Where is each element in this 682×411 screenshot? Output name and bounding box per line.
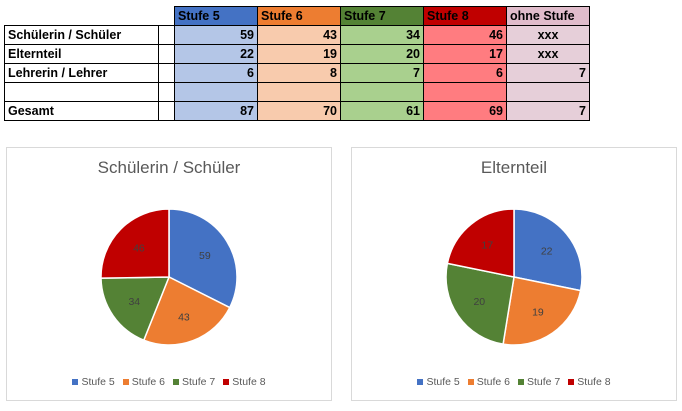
legend-label: Stufe 5	[81, 376, 115, 388]
header-blank-cell	[5, 7, 159, 26]
cell-stufe-5[interactable]: 22	[174, 44, 258, 64]
cell-ohne-stufe[interactable]	[506, 82, 590, 102]
legend-swatch	[173, 379, 179, 386]
pie-slice-stufe-8[interactable]	[100, 208, 170, 279]
pie-slice-stufe-8[interactable]	[446, 208, 515, 278]
pie-chart-canvas: 59 43 34 46	[100, 208, 238, 346]
data-table: Stufe 5 Stufe 6 Stufe 7 Stufe 8 ohne Stu…	[4, 6, 590, 121]
legend-swatch	[467, 379, 474, 386]
pie-slice-stufe-7[interactable]	[100, 276, 171, 342]
legend-label: Stufe 7	[182, 376, 216, 388]
legend-label: Stufe 7	[527, 376, 561, 388]
legend-swatch	[122, 379, 129, 386]
gap-cell[interactable]	[158, 44, 175, 64]
row-label[interactable]: Lehrerin / Lehrer	[4, 63, 159, 83]
cell-stufe-8[interactable]: 46	[423, 25, 507, 45]
data-label: 59	[199, 250, 211, 262]
header-stufe-8[interactable]: Stufe 8	[423, 6, 507, 26]
cell-stufe-5[interactable]: 87	[174, 101, 258, 121]
legend-swatch	[223, 379, 230, 386]
data-label: 17	[481, 239, 493, 251]
cell-stufe-8[interactable]: 69	[423, 101, 507, 121]
cell-stufe-7[interactable]	[340, 82, 424, 102]
pie-slice-stufe-7[interactable]	[445, 262, 515, 345]
cell-stufe-7[interactable]: 34	[340, 25, 424, 45]
cell-stufe-6[interactable]	[257, 82, 341, 102]
row-label[interactable]	[4, 82, 159, 102]
legend-entry[interactable]: Stufe 6	[467, 376, 510, 388]
data-label: 46	[133, 242, 145, 254]
data-label: 19	[532, 307, 544, 319]
row-label[interactable]: Schülerin / Schüler	[4, 25, 159, 45]
header-stufe-7[interactable]: Stufe 7	[340, 6, 424, 26]
pie-slice-stufe-6[interactable]	[502, 276, 582, 346]
data-label: 22	[541, 245, 553, 257]
cell-ohne-stufe[interactable]: xxx	[506, 44, 590, 64]
cell-stufe-7[interactable]: 7	[340, 63, 424, 83]
gap-cell[interactable]	[158, 63, 175, 83]
cell-stufe-6[interactable]: 19	[257, 44, 341, 64]
cell-stufe-5[interactable]: 6	[174, 63, 258, 83]
table-row-total: Gesamt 87 70 61 69 7	[4, 101, 590, 121]
data-label: 43	[178, 311, 190, 323]
pie-slice-stufe-5[interactable]	[168, 208, 238, 309]
table-row: Schülerin / Schüler 59 43 34 46 xxx	[4, 25, 590, 45]
legend-entry[interactable]: Stufe 8	[223, 376, 266, 388]
legend-entry[interactable]: Stufe 8	[568, 376, 611, 388]
header-stufe-6[interactable]: Stufe 6	[257, 6, 341, 26]
chart-title: Schülerin / Schüler	[97, 158, 241, 177]
pie-chart-canvas: 22 19 20 17	[445, 208, 583, 346]
legend-swatch	[518, 379, 524, 386]
data-label: 20	[473, 296, 485, 308]
chart-title: Elternteil	[480, 158, 548, 177]
table-row: Elternteil 22 19 20 17 xxx	[4, 44, 590, 64]
cell-stufe-5[interactable]	[174, 82, 258, 102]
legend-label: Stufe 8	[232, 376, 266, 388]
chart-legend: Stufe 5 Stufe 6 Stufe 7 Stufe 8	[7, 376, 331, 388]
legend-swatch	[72, 379, 79, 386]
cell-stufe-8[interactable]: 6	[423, 63, 507, 83]
table-row: Lehrerin / Lehrer 6 8 7 6 7	[4, 63, 590, 83]
chart-legend: Stufe 5 Stufe 6 Stufe 7 Stufe 8	[352, 376, 676, 388]
header-stufe-5[interactable]: Stufe 5	[174, 6, 258, 26]
table-header-row: Stufe 5 Stufe 6 Stufe 7 Stufe 8 ohne Stu…	[5, 6, 590, 26]
pie-slice-stufe-6[interactable]	[142, 275, 231, 346]
gap-cell[interactable]	[158, 82, 175, 102]
legend-entry[interactable]: Stufe 7	[518, 376, 560, 388]
table-row	[4, 82, 590, 102]
legend-label: Stufe 5	[426, 376, 460, 388]
row-label[interactable]: Elternteil	[4, 44, 159, 64]
cell-stufe-5[interactable]: 59	[174, 25, 258, 45]
legend-entry[interactable]: Stufe 5	[72, 376, 115, 388]
header-gap-cell	[159, 7, 175, 26]
pie-chart-schueler[interactable]: Schülerin / Schüler 59 43 34 46 Stufe 5 Stuf…	[6, 147, 332, 401]
cell-stufe-6[interactable]: 8	[257, 63, 341, 83]
cell-stufe-7[interactable]: 61	[340, 101, 424, 121]
gap-cell[interactable]	[158, 101, 175, 121]
legend-label: Stufe 8	[577, 376, 611, 388]
header-ohne-stufe[interactable]: ohne Stufe	[506, 6, 590, 26]
gap-cell[interactable]	[158, 25, 175, 45]
pie-chart-elternteil[interactable]: Elternteil 22 19 20 17 Stufe 5 Stufe 6 Stufe …	[351, 147, 677, 401]
data-label: 34	[128, 296, 140, 308]
row-label[interactable]: Gesamt	[4, 101, 159, 121]
cell-ohne-stufe[interactable]: xxx	[506, 25, 590, 45]
legend-label: Stufe 6	[476, 376, 510, 388]
cell-stufe-8[interactable]	[423, 82, 507, 102]
legend-entry[interactable]: Stufe 6	[122, 376, 165, 388]
cell-ohne-stufe[interactable]: 7	[506, 63, 590, 83]
pie-slice-stufe-5[interactable]	[513, 208, 583, 292]
legend-entry[interactable]: Stufe 5	[417, 376, 460, 388]
legend-swatch	[417, 379, 424, 386]
cell-stufe-6[interactable]: 70	[257, 101, 341, 121]
cell-stufe-8[interactable]: 17	[423, 44, 507, 64]
cell-stufe-7[interactable]: 20	[340, 44, 424, 64]
legend-label: Stufe 6	[131, 376, 165, 388]
cell-ohne-stufe[interactable]: 7	[506, 101, 590, 121]
cell-stufe-6[interactable]: 43	[257, 25, 341, 45]
legend-entry[interactable]: Stufe 7	[173, 376, 215, 388]
legend-swatch	[568, 379, 575, 386]
